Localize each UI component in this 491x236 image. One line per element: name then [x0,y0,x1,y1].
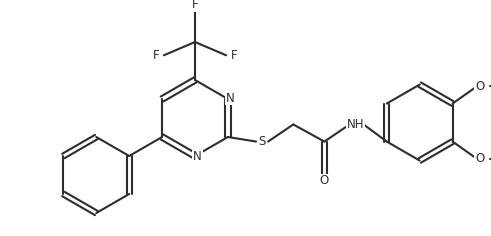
Text: N: N [193,151,202,164]
Text: O: O [475,80,484,93]
Text: S: S [258,135,266,148]
Text: F: F [191,0,198,11]
Text: N: N [226,92,235,105]
Text: NH: NH [347,118,364,131]
Text: O: O [475,152,484,165]
Text: O: O [320,174,329,187]
Text: F: F [231,49,238,62]
Text: F: F [153,49,159,62]
